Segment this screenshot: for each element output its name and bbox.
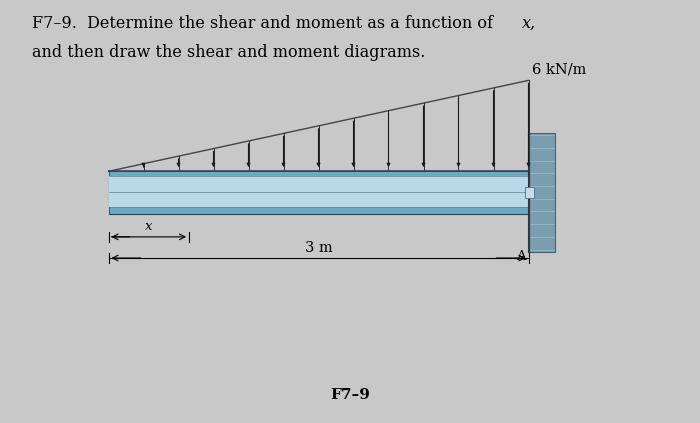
Text: 3 m: 3 m xyxy=(304,241,332,255)
Polygon shape xyxy=(108,171,528,214)
Text: A: A xyxy=(516,250,526,263)
Text: x: x xyxy=(145,220,153,233)
Polygon shape xyxy=(528,133,555,252)
Text: F7–9: F7–9 xyxy=(330,388,370,402)
Text: F7–9.  Determine the shear and moment as a function of: F7–9. Determine the shear and moment as … xyxy=(32,15,498,32)
Polygon shape xyxy=(525,187,534,198)
Polygon shape xyxy=(108,176,528,207)
Text: and then draw the shear and moment diagrams.: and then draw the shear and moment diagr… xyxy=(32,44,425,61)
Text: x,: x, xyxy=(522,15,536,32)
Text: 6 kN/m: 6 kN/m xyxy=(532,62,587,76)
